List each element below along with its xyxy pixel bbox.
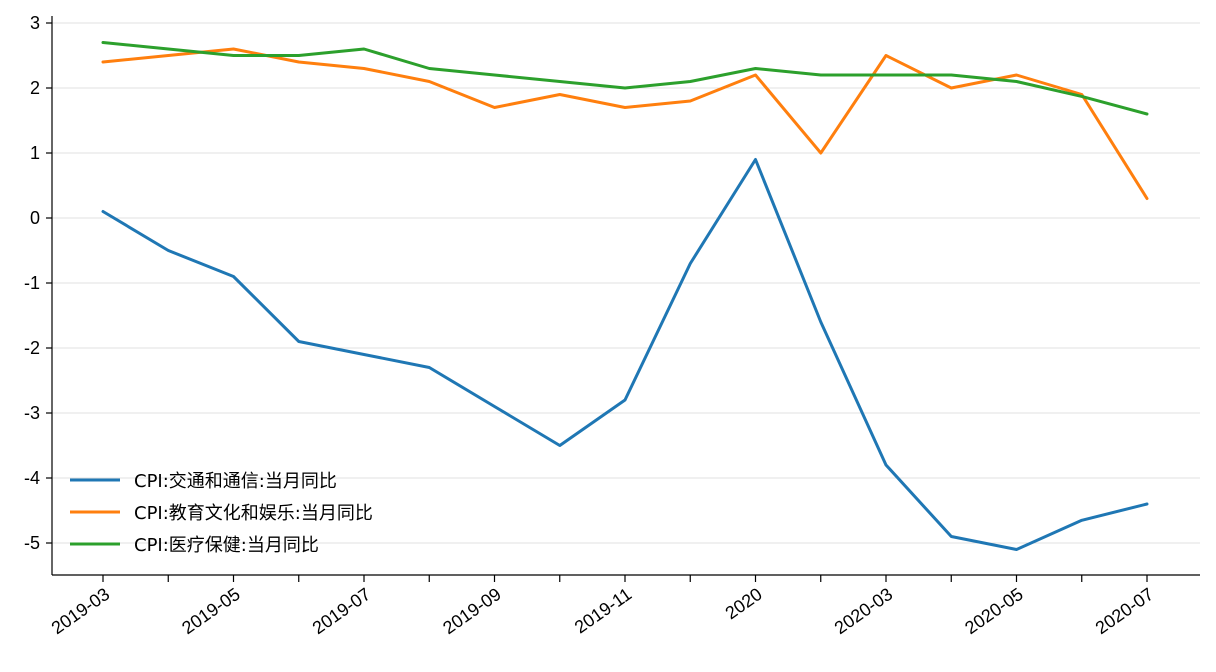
y-tick-label: 2: [30, 78, 40, 98]
x-axis-ticks: 2019-03 2019-05 2019-07 2019-09 2019-11 2020 2…: [48, 575, 1158, 638]
y-tick-label: -3: [24, 403, 40, 423]
y-tick-label: 0: [30, 208, 40, 228]
legend-label-1: CPI:交通和通信:当月同比: [134, 471, 337, 492]
x-tick-label: 2020-07: [1092, 584, 1158, 638]
legend-label-2: CPI:教育文化和娱乐:当月同比: [134, 503, 373, 524]
series-line-2: [101, 47, 1149, 200]
series-lines: [101, 41, 1149, 551]
y-tick-label: -4: [24, 468, 40, 488]
y-tick-label: -1: [24, 273, 40, 293]
x-tick-label: 2019-05: [178, 584, 244, 638]
series-line-3: [101, 41, 1149, 116]
y-tick-label: -2: [24, 338, 40, 358]
x-tick-label: 2020-05: [961, 584, 1027, 638]
x-tick-label: 2019-09: [439, 584, 505, 638]
x-tick-label: 2020-03: [831, 584, 897, 638]
x-tick-label: 2019-07: [309, 584, 375, 638]
y-tick-label: -5: [24, 533, 40, 553]
series-line-1: [101, 158, 1149, 551]
legend-label-3: CPI:医疗保健:当月同比: [134, 535, 319, 556]
x-tick-label: 2019-11: [571, 584, 635, 638]
axes: [51, 16, 1200, 576]
x-tick-label: 2019-03: [48, 584, 114, 638]
x-tick-label: 2020: [722, 584, 766, 623]
legend: CPI:交通和通信:当月同比 CPI:教育文化和娱乐:当月同比 CPI:医疗保健:当…: [70, 471, 373, 556]
grid-lines: [52, 22, 1200, 544]
y-tick-label: 1: [30, 143, 40, 163]
y-axis-ticks: 3 2 1 0 -1 -2 -3 -4 -5: [24, 13, 52, 553]
y-tick-label: 3: [30, 13, 40, 33]
